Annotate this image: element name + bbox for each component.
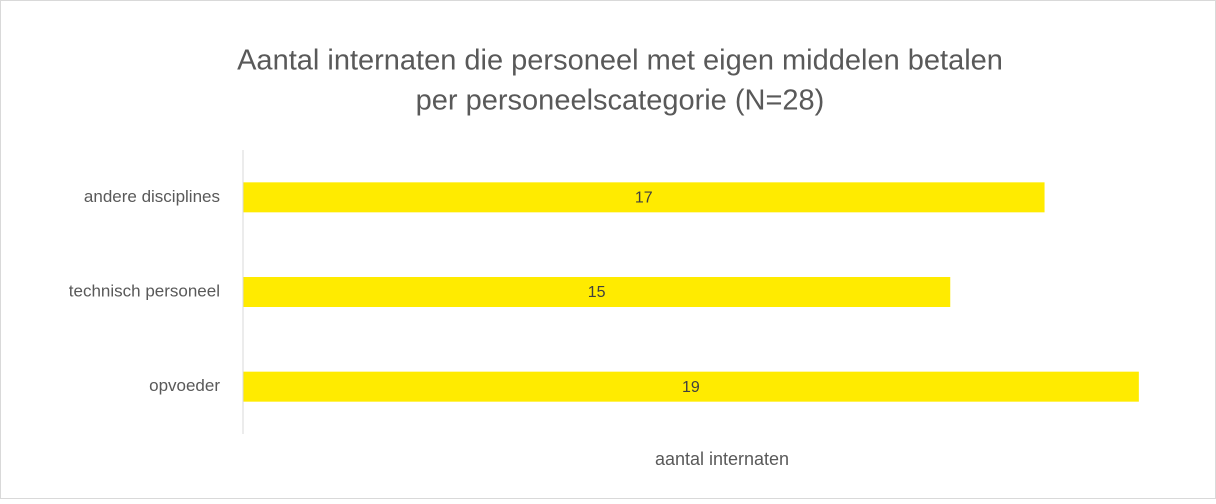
data-label: 17 (635, 190, 653, 207)
chart-title: per personeelscategorie (N=28) (416, 85, 825, 117)
data-label: 19 (682, 379, 700, 396)
y-tick-label: andere disciplines (84, 187, 220, 206)
bar (243, 371, 1139, 402)
x-axis-title: aantal internaten (655, 449, 789, 469)
data-label: 15 (588, 284, 606, 301)
bar (243, 182, 1045, 213)
y-tick-label: technisch personeel (69, 281, 220, 300)
bar (243, 277, 951, 307)
y-tick-label: opvoeder (149, 376, 220, 395)
chart-title: Aantal internaten die personeel met eige… (237, 45, 1003, 77)
